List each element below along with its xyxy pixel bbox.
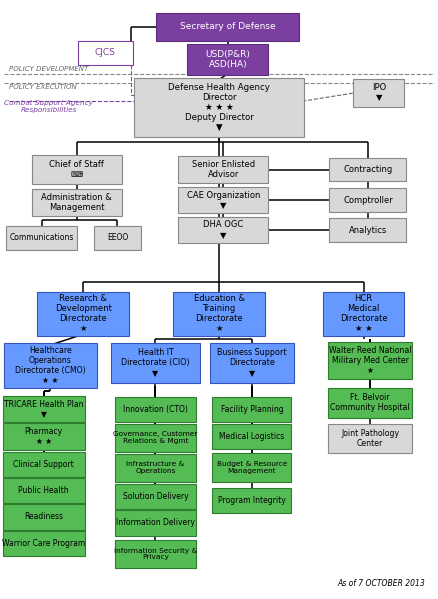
FancyBboxPatch shape: [212, 453, 291, 482]
Text: Information Security &
Privacy: Information Security & Privacy: [114, 547, 197, 561]
FancyBboxPatch shape: [115, 510, 196, 536]
Text: Healthcare
Operations
Directorate (CMO)
★ ★: Healthcare Operations Directorate (CMO) …: [15, 346, 86, 385]
FancyBboxPatch shape: [115, 454, 196, 482]
Text: POLICY DEVELOPMENT: POLICY DEVELOPMENT: [9, 66, 88, 72]
FancyBboxPatch shape: [329, 158, 406, 181]
FancyBboxPatch shape: [134, 78, 304, 137]
Text: Business Support
Directorate
▼: Business Support Directorate ▼: [217, 349, 286, 377]
Text: Contracting: Contracting: [343, 165, 392, 174]
FancyBboxPatch shape: [115, 424, 196, 452]
Text: CJCS: CJCS: [95, 48, 116, 58]
Text: Analytics: Analytics: [349, 225, 387, 235]
FancyBboxPatch shape: [111, 343, 199, 383]
FancyBboxPatch shape: [3, 452, 85, 477]
FancyBboxPatch shape: [353, 79, 404, 107]
FancyBboxPatch shape: [37, 292, 130, 336]
Text: Infrastructure &
Operations: Infrastructure & Operations: [127, 461, 184, 474]
FancyBboxPatch shape: [212, 424, 291, 449]
FancyBboxPatch shape: [3, 531, 85, 556]
FancyBboxPatch shape: [94, 226, 141, 250]
Text: Combat Support Agency
Responsibilities: Combat Support Agency Responsibilities: [4, 100, 93, 113]
FancyBboxPatch shape: [178, 217, 268, 243]
Text: USD(P&R)
ASD(HA): USD(P&R) ASD(HA): [205, 50, 250, 69]
FancyBboxPatch shape: [3, 478, 85, 503]
Text: Facility Planning: Facility Planning: [221, 404, 283, 414]
Text: Governance, Customer
Relations & Mgmt: Governance, Customer Relations & Mgmt: [113, 431, 198, 444]
FancyBboxPatch shape: [329, 188, 406, 212]
Text: Warrior Care Program: Warrior Care Program: [2, 539, 85, 548]
Text: Program Integrity: Program Integrity: [218, 495, 286, 505]
Text: POLICY EXECUTION: POLICY EXECUTION: [9, 84, 77, 90]
Text: DHA OGC
▼: DHA OGC ▼: [203, 220, 244, 240]
Text: Budget & Resource
Management: Budget & Resource Management: [217, 461, 287, 474]
Text: Clinical Support: Clinical Support: [14, 459, 74, 469]
FancyBboxPatch shape: [187, 44, 268, 75]
FancyBboxPatch shape: [328, 424, 412, 453]
FancyBboxPatch shape: [210, 343, 293, 383]
Text: Medical Logistics: Medical Logistics: [219, 432, 284, 441]
Text: Education &
Training
Directorate
★: Education & Training Directorate ★: [194, 294, 244, 334]
FancyBboxPatch shape: [178, 187, 268, 213]
Text: Comptroller: Comptroller: [343, 195, 393, 205]
Text: Research &
Development
Directorate
★: Research & Development Directorate ★: [55, 294, 112, 334]
FancyBboxPatch shape: [323, 292, 404, 336]
Text: TRICARE Health Plan
▼: TRICARE Health Plan ▼: [4, 400, 84, 419]
Text: Readiness: Readiness: [24, 512, 64, 522]
Text: Chief of Staff
⌨: Chief of Staff ⌨: [49, 160, 104, 179]
FancyBboxPatch shape: [115, 484, 196, 509]
Text: Senior Enlisted
Advisor: Senior Enlisted Advisor: [192, 160, 255, 179]
FancyBboxPatch shape: [3, 396, 85, 422]
FancyBboxPatch shape: [32, 189, 122, 216]
FancyBboxPatch shape: [32, 155, 122, 184]
Text: Pharmacy
★ ★: Pharmacy ★ ★: [25, 427, 63, 446]
FancyBboxPatch shape: [328, 342, 412, 379]
Text: Walter Reed National
Military Med Center
★: Walter Reed National Military Med Center…: [329, 346, 411, 375]
Text: EEOO: EEOO: [107, 233, 128, 243]
Text: Secretary of Defense: Secretary of Defense: [180, 22, 276, 32]
FancyBboxPatch shape: [6, 226, 77, 250]
FancyBboxPatch shape: [212, 397, 291, 422]
FancyBboxPatch shape: [178, 156, 268, 183]
FancyBboxPatch shape: [328, 388, 412, 418]
Text: Public Health: Public Health: [18, 486, 69, 495]
FancyBboxPatch shape: [3, 504, 85, 530]
Text: As of 7 OCTOBER 2013: As of 7 OCTOBER 2013: [337, 579, 425, 588]
FancyBboxPatch shape: [78, 41, 133, 65]
FancyBboxPatch shape: [212, 488, 291, 513]
Text: CAE Organization
▼: CAE Organization ▼: [187, 190, 260, 210]
Text: Administration &
Management: Administration & Management: [41, 193, 112, 212]
Text: Communications: Communications: [10, 233, 74, 243]
FancyBboxPatch shape: [115, 397, 196, 422]
FancyBboxPatch shape: [173, 292, 265, 336]
FancyBboxPatch shape: [3, 423, 85, 450]
Text: Joint Pathology
Center: Joint Pathology Center: [341, 429, 399, 448]
FancyBboxPatch shape: [4, 343, 96, 388]
FancyBboxPatch shape: [115, 540, 196, 568]
Text: Information Delivery: Information Delivery: [116, 518, 195, 528]
Text: Defense Health Agency
Director
★ ★ ★
Deputy Director
▼: Defense Health Agency Director ★ ★ ★ Dep…: [168, 83, 270, 132]
Text: Solution Delivery: Solution Delivery: [123, 492, 188, 501]
Text: HCR
Medical
Directorate
★ ★: HCR Medical Directorate ★ ★: [340, 294, 387, 334]
Text: Ft. Belvoir
Community Hospital: Ft. Belvoir Community Hospital: [330, 393, 410, 412]
Text: Innovation (CTO): Innovation (CTO): [123, 404, 188, 414]
Text: Health IT
Directorate (CIO)
▼: Health IT Directorate (CIO) ▼: [121, 349, 190, 377]
Text: IPO
▼: IPO ▼: [372, 83, 386, 102]
FancyBboxPatch shape: [329, 218, 406, 242]
FancyBboxPatch shape: [156, 13, 299, 41]
